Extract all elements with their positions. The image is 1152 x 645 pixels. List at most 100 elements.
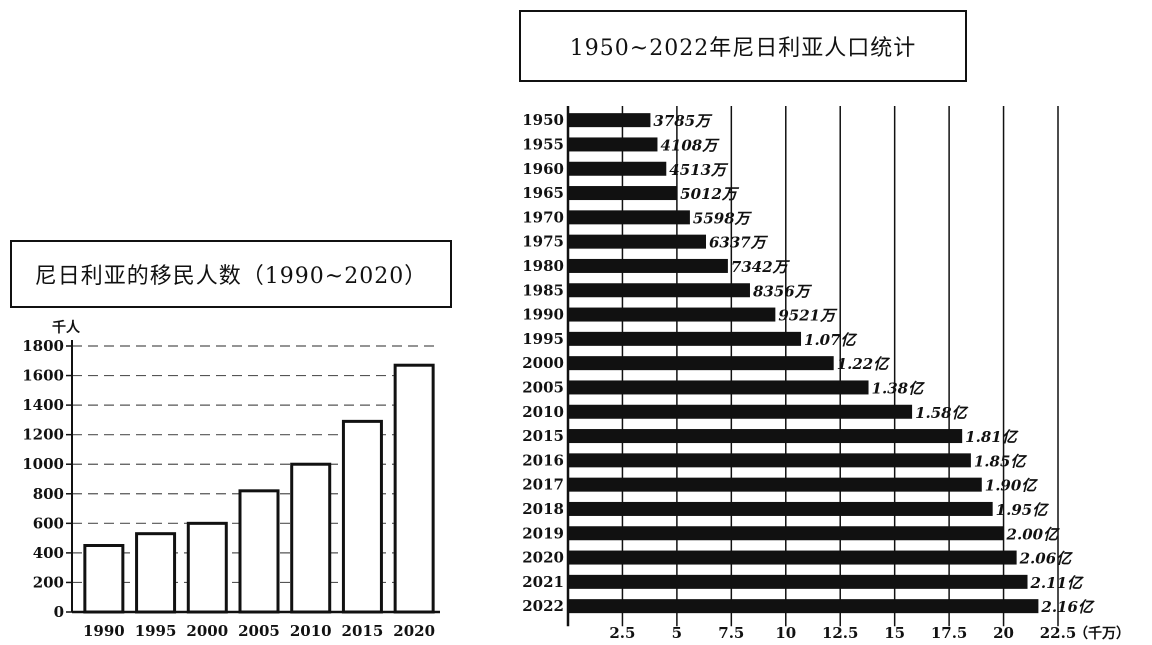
right-y-tick-label: 2010 bbox=[522, 403, 564, 421]
right-data-label: 1.22亿 bbox=[837, 355, 891, 373]
right-data-label: 1.38亿 bbox=[872, 379, 926, 397]
right-x-tick-label: 17.5 bbox=[931, 624, 968, 642]
left-x-tick-label: 2015 bbox=[342, 622, 384, 640]
right-x-tick-label: 5 bbox=[672, 624, 682, 642]
left-x-tick-label: 2000 bbox=[186, 622, 228, 640]
right-chart-title: 1950~2022年尼日利亚人口统计 bbox=[519, 10, 967, 82]
right-y-tick-label: 1995 bbox=[522, 330, 564, 348]
right-data-label: 2.11亿 bbox=[1030, 574, 1085, 592]
right-data-label: 5598万 bbox=[693, 209, 753, 227]
left-y-tick-label: 1200 bbox=[22, 426, 64, 444]
left-y-tick-label: 400 bbox=[33, 544, 64, 562]
right-bar bbox=[568, 453, 971, 468]
right-bar bbox=[568, 501, 993, 516]
right-bar bbox=[568, 210, 690, 225]
left-chart-title: 尼日利亚的移民人数（1990~2020） bbox=[10, 240, 452, 308]
right-bar bbox=[568, 113, 651, 128]
left-x-tick-label: 2005 bbox=[238, 622, 280, 640]
right-y-tick-label: 1980 bbox=[522, 257, 564, 275]
right-bar bbox=[568, 574, 1028, 589]
right-data-label: 2.16亿 bbox=[1040, 598, 1095, 616]
right-data-label: 1.58亿 bbox=[915, 404, 969, 422]
right-y-tick-label: 2022 bbox=[522, 597, 564, 615]
left-bar bbox=[186, 521, 228, 614]
right-data-label: 3785万 bbox=[653, 112, 713, 130]
left-y-tick-label: 1000 bbox=[22, 455, 64, 473]
right-data-label: 1.07亿 bbox=[804, 331, 858, 349]
right-data-label: 1.90亿 bbox=[985, 477, 1039, 495]
left-x-tick-label: 1995 bbox=[135, 622, 177, 640]
right-y-tick-label: 2019 bbox=[522, 524, 564, 542]
left-y-tick-label: 600 bbox=[33, 514, 64, 532]
right-y-tick-label: 2020 bbox=[522, 549, 564, 567]
right-y-tick-label: 2021 bbox=[522, 573, 564, 591]
right-bar bbox=[568, 331, 802, 346]
right-y-tick-label: 1950 bbox=[522, 111, 564, 129]
right-x-tick-label: 7.5 bbox=[718, 624, 744, 642]
left-bar bbox=[393, 363, 435, 614]
right-bar bbox=[568, 477, 982, 492]
left-y-tick-label: 1600 bbox=[22, 367, 64, 385]
right-y-tick-label: 1955 bbox=[522, 135, 564, 153]
right-x-tick-label: 2.5 bbox=[609, 624, 635, 642]
right-bar bbox=[568, 307, 776, 322]
right-bar bbox=[568, 404, 913, 419]
right-y-tick-label: 1965 bbox=[522, 184, 564, 202]
left-y-axis-label: 千人 bbox=[52, 319, 81, 336]
left-x-tick-label: 1990 bbox=[83, 622, 125, 640]
right-data-label: 9521万 bbox=[778, 307, 838, 325]
right-bar bbox=[568, 283, 750, 298]
right-data-label: 1.95亿 bbox=[996, 501, 1050, 519]
right-data-label: 8356万 bbox=[753, 282, 813, 300]
left-bar bbox=[341, 419, 383, 614]
right-data-label: 2.06亿 bbox=[1019, 550, 1074, 568]
right-data-label: 1.85亿 bbox=[974, 452, 1028, 470]
right-y-tick-label: 1985 bbox=[522, 281, 564, 299]
right-data-label: 7342万 bbox=[731, 258, 791, 276]
right-y-tick-label: 1970 bbox=[522, 208, 564, 226]
right-bar bbox=[568, 234, 707, 249]
left-bar bbox=[135, 532, 177, 614]
right-bar bbox=[568, 356, 834, 371]
right-y-tick-label: 1990 bbox=[522, 306, 564, 324]
right-bar bbox=[568, 599, 1039, 614]
right-y-tick-label: 2018 bbox=[522, 500, 564, 518]
right-y-tick-label: 1960 bbox=[522, 160, 564, 178]
left-x-tick-label: 2010 bbox=[290, 622, 332, 640]
right-y-tick-label: 2015 bbox=[522, 427, 564, 445]
right-y-tick-label: 2017 bbox=[522, 476, 564, 494]
right-y-tick-label: 2016 bbox=[522, 451, 564, 469]
right-data-label: 2.00亿 bbox=[1006, 525, 1061, 543]
right-data-label: 4108万 bbox=[660, 136, 720, 154]
left-bar bbox=[238, 489, 280, 614]
left-y-tick-label: 0 bbox=[54, 603, 64, 621]
right-x-tick-label: 15 bbox=[884, 624, 905, 642]
right-bar bbox=[568, 550, 1017, 565]
left-x-tick-label: 2020 bbox=[393, 622, 435, 640]
right-data-label: 1.81亿 bbox=[965, 428, 1019, 446]
left-y-tick-label: 200 bbox=[33, 573, 64, 591]
right-data-label: 6337万 bbox=[709, 234, 769, 252]
right-y-tick-label: 2005 bbox=[522, 378, 564, 396]
right-bar bbox=[568, 526, 1004, 541]
right-x-tick-label: 20 bbox=[993, 624, 1014, 642]
right-bar bbox=[568, 380, 869, 395]
right-bar bbox=[568, 429, 963, 444]
left-y-tick-label: 1400 bbox=[22, 396, 64, 414]
right-y-tick-label: 2000 bbox=[522, 354, 564, 372]
right-x-axis-label: （千万） bbox=[1074, 625, 1130, 642]
left-y-tick-label: 1800 bbox=[22, 337, 64, 355]
right-x-tick-label: 10 bbox=[775, 624, 796, 642]
left-y-tick-label: 800 bbox=[33, 485, 64, 503]
right-data-label: 4513万 bbox=[669, 161, 729, 179]
right-x-tick-label: 12.5 bbox=[822, 624, 859, 642]
left-bar bbox=[290, 462, 332, 614]
left-bar bbox=[83, 544, 125, 614]
right-bar bbox=[568, 161, 667, 176]
right-bar bbox=[568, 258, 728, 273]
right-bar bbox=[568, 137, 658, 152]
right-data-label: 5012万 bbox=[680, 185, 740, 203]
right-x-tick-label: 22.5 bbox=[1040, 624, 1077, 642]
right-bar bbox=[568, 186, 678, 201]
